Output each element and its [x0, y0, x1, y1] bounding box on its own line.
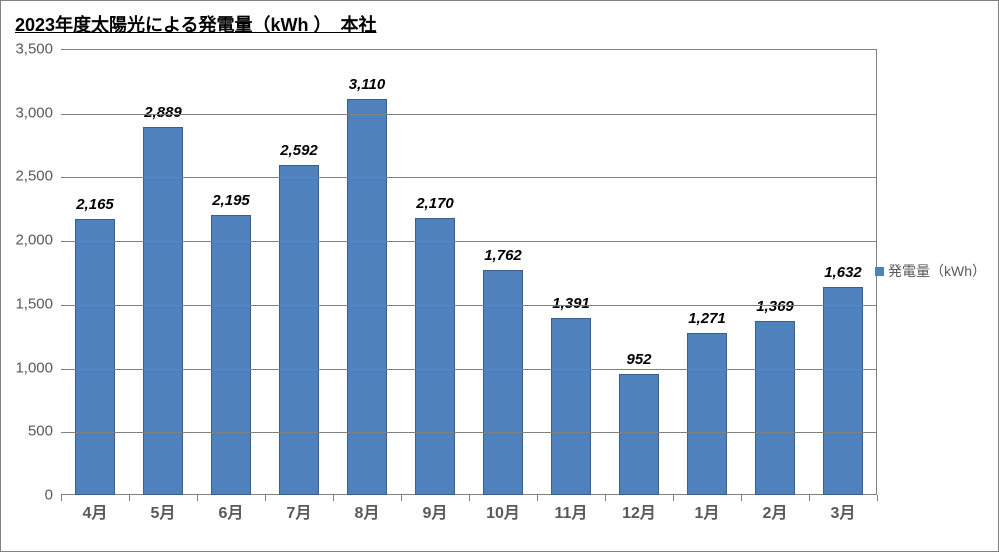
- x-axis-tick: [333, 495, 334, 501]
- gridline: [61, 369, 876, 370]
- bar: [415, 218, 454, 495]
- gridline: [61, 432, 876, 433]
- bar: [211, 215, 250, 495]
- x-tick-label: 4月: [83, 499, 108, 523]
- bar-value-label: 3,110: [327, 76, 407, 93]
- y-tick-label: 2,500: [1, 168, 53, 185]
- y-tick-label: 500: [1, 423, 53, 440]
- bar-value-label: 952: [599, 351, 679, 368]
- legend-swatch: [875, 267, 884, 276]
- bar-value-label: 1,369: [735, 298, 815, 315]
- bar: [823, 287, 862, 495]
- legend: 発電量（kWh）: [875, 261, 986, 281]
- x-tick-label: 8月: [355, 499, 380, 523]
- x-axis-tick: [741, 495, 742, 501]
- bar: [279, 165, 318, 495]
- x-axis-tick: [877, 495, 878, 501]
- y-tick-label: 3,500: [1, 41, 53, 58]
- x-tick-label: 3月: [831, 499, 856, 523]
- x-tick-label: 1月: [695, 499, 720, 523]
- x-axis-tick: [61, 495, 62, 501]
- legend-label: 発電量（kWh）: [888, 261, 986, 281]
- x-tick-label: 10月: [486, 499, 520, 523]
- bar: [551, 318, 590, 495]
- x-tick-label: 2月: [763, 499, 788, 523]
- y-tick-label: 1,500: [1, 295, 53, 312]
- gridline: [61, 241, 876, 242]
- x-tick-label: 7月: [287, 499, 312, 523]
- x-tick-label: 12月: [622, 499, 656, 523]
- y-tick-label: 3,000: [1, 104, 53, 121]
- bar: [143, 127, 182, 495]
- x-axis-tick: [809, 495, 810, 501]
- plot-area: 2,1652,8892,1952,5923,1102,1701,7621,391…: [61, 49, 877, 495]
- bar-value-label: 2,165: [55, 196, 135, 213]
- bar: [75, 219, 114, 495]
- bar-value-label: 2,889: [123, 104, 203, 121]
- x-tick-label: 6月: [219, 499, 244, 523]
- x-axis-tick: [469, 495, 470, 501]
- bar: [755, 321, 794, 495]
- bar-value-label: 1,391: [531, 295, 611, 312]
- x-axis-tick: [197, 495, 198, 501]
- x-axis-tick: [401, 495, 402, 501]
- gridline: [61, 177, 876, 178]
- x-tick-label: 11月: [555, 499, 588, 523]
- y-tick-label: 1,000: [1, 359, 53, 376]
- chart-container: 2023年度太陽光による発電量（kWh ） 本社 2,165 2,889 2,195…: [0, 0, 999, 552]
- x-tick-label: 9月: [423, 499, 448, 523]
- gridline: [61, 305, 876, 306]
- bar-value-label: 2,592: [259, 142, 339, 159]
- bar-value-label: 2,195: [191, 192, 271, 209]
- bar-value-label: 2,170: [395, 195, 475, 212]
- x-axis-tick: [265, 495, 266, 501]
- y-tick-label: 2,000: [1, 232, 53, 249]
- chart-title: 2023年度太陽光による発電量（kWh ） 本社: [15, 11, 377, 37]
- bar: [619, 374, 658, 495]
- bars-layer: 2,1652,8892,1952,5923,1102,1701,7621,391…: [61, 50, 876, 495]
- x-axis-tick: [129, 495, 130, 501]
- y-tick-label: 0: [1, 487, 53, 504]
- x-axis-tick: [537, 495, 538, 501]
- bar: [687, 333, 726, 495]
- x-tick-label: 5月: [151, 499, 176, 523]
- bar: [347, 99, 386, 495]
- gridline: [61, 114, 876, 115]
- bar-value-label: 1,762: [463, 247, 543, 264]
- x-axis-tick: [673, 495, 674, 501]
- bar-value-label: 1,632: [803, 264, 883, 281]
- x-axis-tick: [605, 495, 606, 501]
